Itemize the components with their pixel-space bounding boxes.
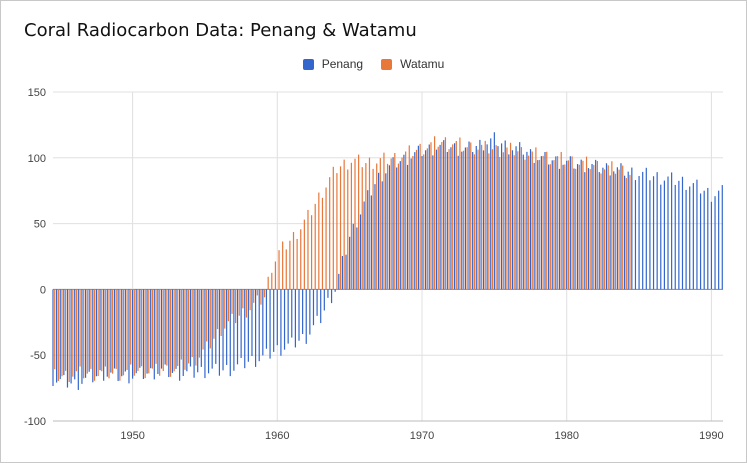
legend-item-watamu[interactable]: Watamu xyxy=(381,57,444,71)
y-tick-label: 100 xyxy=(28,153,46,165)
x-tick-label: 1990 xyxy=(699,430,723,442)
legend[interactable]: Penang Watamu xyxy=(0,57,747,71)
legend-swatch-penang xyxy=(302,58,314,70)
y-tick-label: 0 xyxy=(40,284,46,296)
y-tick-label: -100 xyxy=(24,416,46,428)
chart-title: Coral Radiocarbon Data: Penang & Watamu xyxy=(24,20,417,41)
y-tick-label: 50 xyxy=(34,219,46,231)
y-tick-label: 150 xyxy=(28,87,46,99)
legend-label-watamu: Watamu xyxy=(400,57,445,71)
x-tick-label: 1970 xyxy=(410,430,434,442)
y-tick-label: -50 xyxy=(30,350,46,362)
x-tick-label: 1960 xyxy=(265,430,289,442)
legend-label-penang: Penang xyxy=(321,57,364,71)
x-tick-label: 1950 xyxy=(120,430,144,442)
legend-item-penang[interactable]: Penang xyxy=(302,57,364,71)
legend-swatch-watamu xyxy=(381,58,393,70)
x-tick-label: 1980 xyxy=(554,430,578,442)
